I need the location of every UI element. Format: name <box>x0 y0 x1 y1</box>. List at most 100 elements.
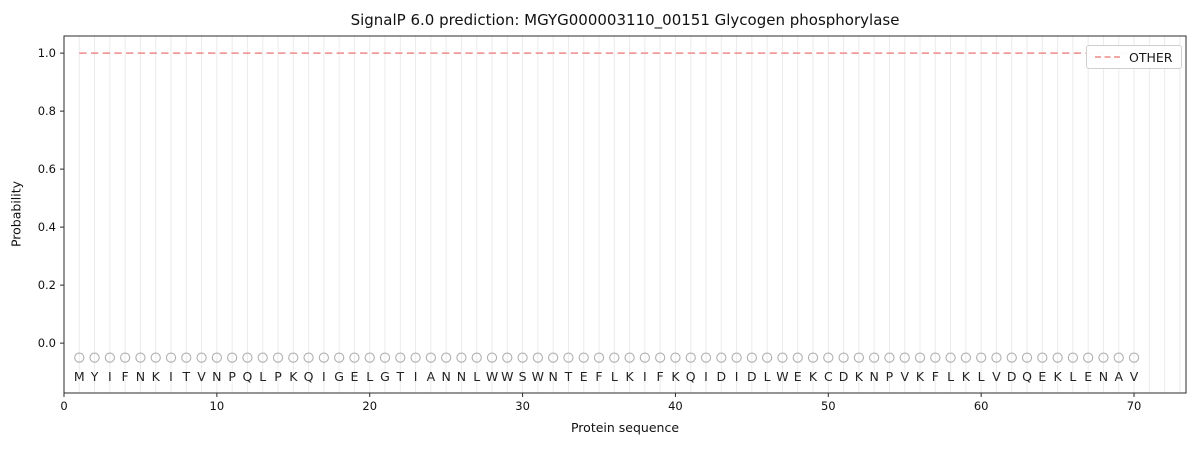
residue-marker <box>517 352 528 363</box>
residue-marker <box>976 352 987 363</box>
residue-marker <box>1052 352 1063 363</box>
residue-marker <box>196 352 207 363</box>
residue-marker <box>502 352 513 363</box>
residue-letter: L <box>259 369 266 384</box>
residue-marker <box>379 352 391 363</box>
residue-marker <box>318 352 330 363</box>
residue-marker <box>563 352 574 363</box>
residue-letter: N <box>548 369 557 384</box>
legend-box: OTHER <box>1086 45 1183 69</box>
x-tick-label: 0 <box>60 399 67 413</box>
residue-letter: S <box>519 369 527 384</box>
y-tick-label: 0.0 <box>38 336 56 350</box>
residue-letter: I <box>735 369 739 384</box>
residue-letter: K <box>809 369 818 384</box>
residue-letter: Q <box>304 369 314 384</box>
residue-letter: I <box>643 369 647 384</box>
residue-marker <box>150 352 161 363</box>
residue-letter: G <box>380 369 390 384</box>
residue-marker <box>119 352 131 363</box>
legend-dash-sample <box>1095 56 1122 58</box>
residue-marker <box>303 352 314 363</box>
residue-letter: K <box>962 369 971 384</box>
residue-letter: F <box>932 369 939 384</box>
residue-marker <box>349 352 360 363</box>
residue-marker <box>1083 352 1094 363</box>
residue-letter: P <box>886 369 894 384</box>
residue-letter: V <box>992 369 1001 384</box>
residue-letter: F <box>122 369 129 384</box>
residue-letter: A <box>427 369 436 384</box>
residue-letter: L <box>611 369 618 384</box>
residue-letter: K <box>671 369 680 384</box>
residue-marker <box>1006 352 1017 363</box>
residue-letter: N <box>441 369 450 384</box>
residue-letter: C <box>824 369 833 384</box>
chart-title: SignalP 6.0 prediction: MGYG000003110_00… <box>350 11 900 29</box>
residue-marker <box>655 352 666 363</box>
residue-marker <box>762 352 773 363</box>
residue-letter: I <box>322 369 326 384</box>
residue-letter: Q <box>1022 369 1032 384</box>
residue-marker <box>548 352 559 363</box>
residue-letter: K <box>152 369 161 384</box>
residue-letter: D <box>1007 369 1017 384</box>
residue-marker <box>593 352 605 363</box>
residue-letter: L <box>764 369 771 384</box>
residue-marker <box>777 352 788 363</box>
residue-marker <box>89 352 100 363</box>
residue-marker <box>823 352 834 363</box>
x-tick-label: 40 <box>668 399 683 413</box>
residue-marker <box>853 352 865 363</box>
residue-marker <box>914 352 926 363</box>
y-tick-label: 1.0 <box>38 46 56 60</box>
residue-letter: K <box>855 369 864 384</box>
residue-marker <box>624 352 635 363</box>
residue-letter: M <box>74 369 85 384</box>
residue-marker <box>226 352 238 363</box>
residue-letter: L <box>1069 369 1076 384</box>
residue-letter: I <box>108 369 112 384</box>
residue-marker <box>441 352 452 363</box>
residue-marker <box>609 352 620 363</box>
residue-letter: I <box>414 369 418 384</box>
residue-marker <box>425 352 437 363</box>
residue-marker <box>242 352 253 363</box>
residue-letter: V <box>900 369 909 384</box>
residue-letter: L <box>947 369 954 384</box>
residue-letter: A <box>1114 369 1123 384</box>
residue-letter: L <box>366 369 373 384</box>
residue-marker <box>1021 352 1033 363</box>
residue-letter: P <box>274 369 282 384</box>
x-tick-label: 50 <box>821 399 836 413</box>
residue-marker <box>838 352 849 363</box>
x-tick-label: 30 <box>515 399 530 413</box>
residue-letter: V <box>197 369 206 384</box>
residue-marker <box>685 352 696 363</box>
residue-letter: E <box>1038 369 1046 384</box>
residue-marker <box>991 352 1002 363</box>
y-tick-label: 0.6 <box>38 162 56 176</box>
residue-marker <box>807 352 819 363</box>
residue-marker <box>884 352 895 363</box>
residue-letter: W <box>486 369 498 384</box>
residue-letter: G <box>334 369 344 384</box>
residue-marker <box>288 352 299 363</box>
residue-marker <box>364 352 375 363</box>
residue-letter: E <box>794 369 802 384</box>
residue-letter: I <box>704 369 708 384</box>
residue-marker <box>471 352 482 363</box>
residue-letter: W <box>501 369 513 384</box>
residue-letter: T <box>564 369 573 384</box>
residue-letter: N <box>136 369 145 384</box>
residue-marker <box>395 352 406 363</box>
residue-marker <box>670 352 681 363</box>
residue-letter: K <box>916 369 925 384</box>
residue-letter: T <box>181 369 190 384</box>
residue-letter: P <box>228 369 236 384</box>
residue-marker <box>333 352 345 363</box>
residue-marker <box>272 352 284 363</box>
residue-letter: V <box>1130 369 1139 384</box>
